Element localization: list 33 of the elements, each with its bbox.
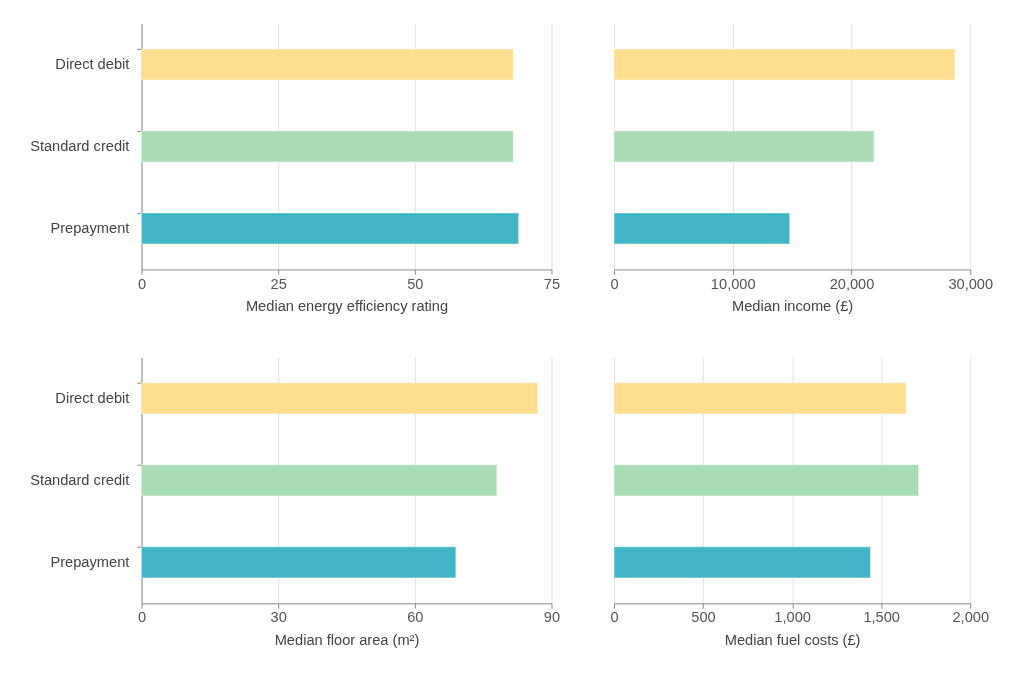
x-tick-label: 10,000: [710, 275, 756, 292]
x-tick-label: 2,000: [952, 609, 990, 626]
y-tick-label: Standard credit: [30, 472, 130, 489]
bar: [613, 130, 875, 163]
x-tick-label: 0: [610, 275, 619, 292]
x-tick-label: 1,500: [863, 609, 900, 626]
x-tick-label: 20,000: [829, 275, 875, 292]
y-tick-label: Standard credit: [30, 138, 130, 155]
x-tick-label: 0: [137, 275, 147, 292]
x-tick-label: 90: [543, 609, 561, 626]
x-tick-label: 500: [691, 609, 716, 626]
x-axis-title: Median floor area (m²): [274, 631, 420, 648]
x-axis-title: Median income (£): [732, 297, 854, 314]
x-tick-label: 0: [137, 609, 147, 626]
bar: [141, 382, 539, 415]
x-tick-label: 50: [407, 275, 424, 292]
x-tick-label: 0: [610, 609, 619, 626]
bar: [141, 464, 498, 497]
x-axis-title: Median fuel costs (£): [724, 631, 861, 648]
x-axis-title: Median energy efficiency rating: [245, 297, 449, 314]
bar: [613, 212, 791, 245]
y-tick-label: Prepayment: [50, 554, 130, 571]
y-tick-label: Direct debit: [55, 390, 130, 407]
bar: [141, 546, 457, 579]
x-tick-label: 1,000: [774, 609, 811, 626]
x-tick-label: 75: [543, 275, 561, 292]
bar: [613, 48, 956, 81]
x-tick-label: 30,000: [948, 275, 994, 292]
x-tick-label: 25: [270, 275, 287, 292]
x-tick-label: 30: [270, 609, 287, 626]
x-tick-label: 60: [407, 609, 424, 626]
y-tick-label: Prepayment: [50, 220, 130, 237]
y-tick-label: Direct debit: [55, 56, 130, 73]
